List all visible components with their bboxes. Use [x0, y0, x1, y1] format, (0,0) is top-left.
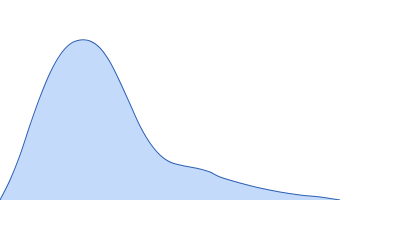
page: {"chart_data": {"type": "area", "x": [0,… — [0, 39, 341, 200]
area — [0, 39, 341, 200]
chart — [0, 39, 341, 200]
